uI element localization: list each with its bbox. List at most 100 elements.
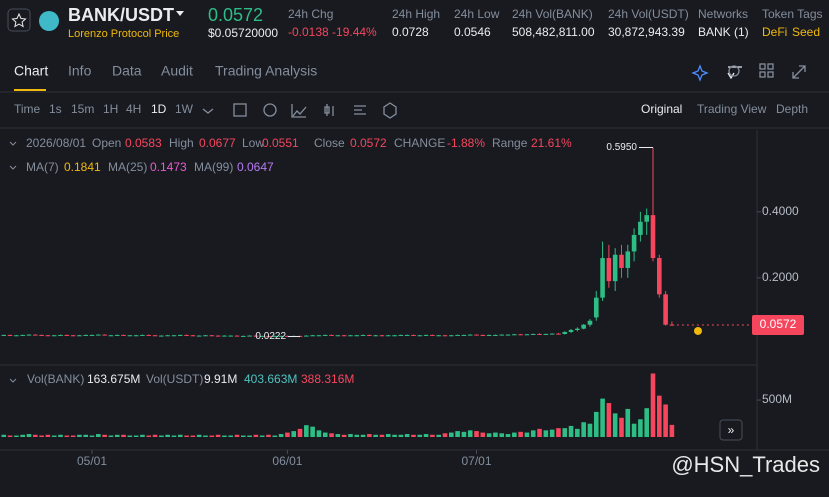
interval[interactable]: 15m <box>71 102 94 116</box>
tab[interactable]: Chart <box>14 63 48 79</box>
chevron <box>9 378 17 383</box>
sub[interactable]: Lorenzo Protocol Price <box>68 28 179 40</box>
icon[interactable] <box>728 65 740 77</box>
stat-label: 24h Vol(USDT) <box>608 7 689 21</box>
volume-bar <box>518 431 523 437</box>
candle-body <box>96 334 101 336</box>
stat-label: 24h High <box>392 7 440 21</box>
candle-body <box>543 333 549 335</box>
tab[interactable]: Trading Analysis <box>215 63 317 79</box>
view[interactable]: Trading View <box>697 102 767 116</box>
volume-bar <box>96 434 101 437</box>
icon[interactable] <box>767 71 774 78</box>
candle-body <box>240 335 246 337</box>
stat-value: 0.0546 <box>454 25 491 39</box>
candle-body <box>625 251 631 268</box>
candle-body <box>568 329 574 332</box>
candle-body <box>127 335 133 337</box>
tool[interactable] <box>324 104 334 116</box>
stat-label: 24h Low <box>454 7 500 21</box>
volume-bar <box>606 403 612 437</box>
tab[interactable]: Data <box>112 63 142 79</box>
info-value: 21.61% <box>531 136 572 150</box>
interval[interactable]: 1D <box>151 102 167 116</box>
stat-label: Networks <box>698 7 748 21</box>
tags-label: Token Tags <box>762 7 823 21</box>
candle-body <box>512 334 517 336</box>
price-dot <box>694 326 702 335</box>
view[interactable]: Depth <box>776 102 808 116</box>
volume-bar <box>266 434 271 437</box>
view[interactable]: Original <box>641 102 682 116</box>
candle-body <box>442 335 448 337</box>
pair[interactable]: BANK/USDT <box>68 5 174 25</box>
candle-body <box>341 335 347 337</box>
volume-bar <box>171 435 177 437</box>
tool[interactable] <box>383 102 397 119</box>
info-label: High <box>169 136 194 150</box>
favorite[interactable] <box>7 8 31 32</box>
volume-bar <box>568 425 574 437</box>
chevron <box>9 165 17 170</box>
interval-caret[interactable] <box>202 108 214 114</box>
tool[interactable] <box>354 105 366 115</box>
candle-body <box>64 334 70 336</box>
icon[interactable] <box>792 65 806 79</box>
stat-value: 30,872,943.39 <box>608 25 685 39</box>
volume-bar <box>272 435 278 437</box>
candle-body <box>467 334 473 336</box>
candle-body <box>51 335 57 337</box>
tag[interactable]: DeFi <box>762 25 787 39</box>
volume-bar <box>159 435 164 437</box>
icon[interactable] <box>759 63 766 70</box>
info-value: 0.0583 <box>125 136 162 150</box>
info-value: -1.88% <box>447 136 485 150</box>
volume-bar <box>304 425 309 437</box>
watermark: @HSN_Trades <box>671 452 820 477</box>
volume-bar <box>121 434 126 437</box>
candle-body <box>304 335 309 337</box>
candle-body <box>184 334 189 336</box>
candle-body <box>58 334 63 336</box>
volume-bar <box>310 426 315 437</box>
candle-body <box>146 334 152 336</box>
volume-bar <box>638 419 643 437</box>
ma-label: MA(99) <box>194 160 233 174</box>
candle-body <box>530 333 536 335</box>
volume-bar <box>650 373 656 437</box>
low-label: 0.0222 <box>255 331 286 342</box>
price: 0.0572 <box>208 5 263 25</box>
interval[interactable]: 1H <box>103 102 118 116</box>
interval[interactable]: 1s <box>49 102 62 116</box>
volume-bar <box>222 435 227 437</box>
tag[interactable]: Seed <box>792 25 820 39</box>
icon[interactable] <box>767 63 774 70</box>
candle-body <box>171 335 177 337</box>
icon[interactable] <box>691 64 709 82</box>
volume-bar <box>228 435 233 437</box>
interval[interactable]: 4H <box>126 102 141 116</box>
candle-body <box>593 297 599 318</box>
candle-body <box>379 335 385 337</box>
info-label: Close <box>314 136 345 150</box>
volume-bar <box>1 434 7 437</box>
volume-bar <box>411 434 416 437</box>
scroll-icon: » <box>728 423 735 437</box>
scroll-button[interactable] <box>719 419 743 441</box>
pair-caret[interactable] <box>176 11 184 16</box>
candle-body <box>486 334 492 336</box>
volume-bar <box>631 423 637 437</box>
candle-body <box>657 258 662 295</box>
icon[interactable] <box>759 71 766 78</box>
x-tick-label: 05/01 <box>77 454 107 468</box>
candle-body <box>499 334 505 336</box>
tool[interactable] <box>233 103 247 117</box>
tool[interactable] <box>263 103 277 117</box>
tool[interactable] <box>291 104 307 118</box>
tab[interactable]: Info <box>68 63 92 79</box>
tab[interactable]: Audit <box>161 63 193 79</box>
interval[interactable]: 1W <box>175 102 194 116</box>
stat-value: 508,482,811.00 <box>512 25 595 39</box>
